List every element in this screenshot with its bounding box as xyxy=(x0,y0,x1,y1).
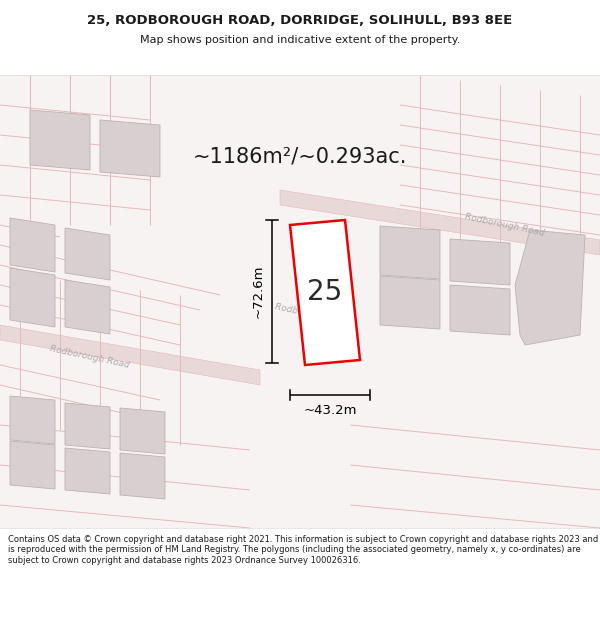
Polygon shape xyxy=(0,325,260,385)
Text: ~1186m²/~0.293ac.: ~1186m²/~0.293ac. xyxy=(193,147,407,167)
Polygon shape xyxy=(65,403,110,449)
Polygon shape xyxy=(120,453,165,499)
Bar xyxy=(0,0,600,75)
Text: ~72.6m: ~72.6m xyxy=(251,265,265,318)
Polygon shape xyxy=(65,448,110,494)
Text: Rodborough Road: Rodborough Road xyxy=(274,302,356,328)
Polygon shape xyxy=(10,268,55,327)
Polygon shape xyxy=(380,226,440,279)
Polygon shape xyxy=(450,285,510,335)
Text: Map shows position and indicative extent of the property.: Map shows position and indicative extent… xyxy=(140,35,460,45)
Polygon shape xyxy=(65,280,110,334)
Polygon shape xyxy=(30,110,90,170)
Polygon shape xyxy=(10,441,55,489)
Bar xyxy=(0,528,600,625)
Polygon shape xyxy=(450,239,510,285)
Polygon shape xyxy=(10,218,55,272)
Polygon shape xyxy=(100,120,160,177)
Text: ~43.2m: ~43.2m xyxy=(303,404,357,418)
Bar xyxy=(0,75,600,528)
Polygon shape xyxy=(65,228,110,280)
Polygon shape xyxy=(280,190,600,255)
Polygon shape xyxy=(290,220,360,365)
Polygon shape xyxy=(515,230,585,345)
Text: Contains OS data © Crown copyright and database right 2021. This information is : Contains OS data © Crown copyright and d… xyxy=(8,535,598,565)
Text: Rodborough Road: Rodborough Road xyxy=(464,212,545,238)
Text: 25: 25 xyxy=(307,279,343,306)
Polygon shape xyxy=(10,396,55,444)
Text: Rodborough Road: Rodborough Road xyxy=(49,344,131,370)
Polygon shape xyxy=(120,408,165,454)
Text: 25, RODBOROUGH ROAD, DORRIDGE, SOLIHULL, B93 8EE: 25, RODBOROUGH ROAD, DORRIDGE, SOLIHULL,… xyxy=(88,14,512,26)
Polygon shape xyxy=(380,276,440,329)
